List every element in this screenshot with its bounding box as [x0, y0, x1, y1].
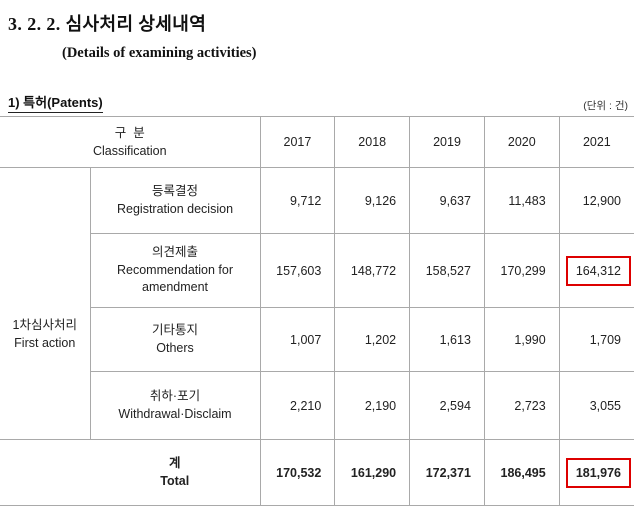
row-label-ko: 기타통지 [152, 322, 199, 337]
year-header-2018: 2018 [334, 116, 411, 168]
row-label-en: Withdrawal·Disclaim [118, 406, 232, 421]
total-value-cell-highlighted: 181,976 [558, 439, 634, 506]
unit-label: (단위 : 건) [583, 100, 628, 112]
row-label-en: Others [156, 340, 194, 355]
value-cell: 148,772 [334, 233, 411, 308]
classification-label-en: Classification [92, 144, 167, 158]
highlight-box: 181,976 [565, 457, 631, 488]
value-cell: 1,613 [409, 307, 485, 372]
year-header-2017: 2017 [259, 116, 336, 168]
value-cell: 157,603 [259, 233, 336, 308]
value-cell: 1,709 [558, 307, 634, 372]
total-value-cell: 161,290 [334, 439, 411, 506]
value-cell: 1,202 [334, 307, 411, 372]
value-cell: 1,990 [483, 307, 560, 372]
table-row-others: 기타통지 Others 1,007 1,202 1,613 1,990 1,70… [0, 307, 634, 372]
value-cell: 2,723 [483, 371, 560, 440]
spacer-cell [0, 439, 90, 506]
highlight-box: 164,312 [565, 255, 631, 286]
page-title: 3. 2. 2. 심사처리 상세내역 [8, 14, 207, 34]
row-label: 기타통지 Others [90, 307, 261, 372]
value-cell: 3,055 [558, 371, 634, 440]
group-cell-first-action: 1차심사처리 First action [0, 167, 91, 440]
total-label: 계 Total [90, 439, 261, 506]
section-label: 1) 특허(Patents) [8, 92, 103, 113]
year-header-2019: 2019 [409, 116, 485, 168]
value-cell: 1,007 [259, 307, 336, 372]
value-cell: 9,126 [334, 167, 411, 234]
value-cell: 9,637 [409, 167, 485, 234]
classification-header: 구 분 Classification [0, 116, 261, 168]
total-value-cell: 172,371 [409, 439, 485, 506]
value-cell: 9,712 [259, 167, 336, 234]
value-cell: 11,483 [483, 167, 560, 234]
patents-table: 구 분 Classification 2017 2018 2019 2020 2… [0, 116, 634, 506]
value-cell: 12,900 [558, 167, 634, 234]
table-row-total: 계 Total 170,532 161,290 172,371 186,495 … [0, 439, 634, 506]
value-cell-highlighted: 164,312 [558, 233, 634, 308]
row-label: 취하·포기 Withdrawal·Disclaim [90, 371, 261, 440]
table-meta: 1) 특허(Patents) (단위 : 건) [8, 92, 628, 113]
page-subtitle: (Details of examining activities) [62, 45, 257, 61]
year-header-2020: 2020 [483, 116, 560, 168]
total-label-en: Total [160, 473, 190, 488]
row-label: 의견제출 Recommendation for amendment [90, 233, 261, 308]
table-row-withdrawal-disclaim: 취하·포기 Withdrawal·Disclaim 2,210 2,190 2,… [0, 371, 634, 440]
value-cell: 2,210 [259, 371, 336, 440]
classification-label-ko: 구 분 [114, 125, 145, 140]
row-label-ko: 취하·포기 [149, 388, 201, 403]
table-row-recommendation-for-amendment: 의견제출 Recommendation for amendment 157,60… [0, 233, 634, 308]
row-label: 등록결정 Registration decision [89, 167, 261, 234]
total-value-cell: 186,495 [483, 439, 560, 506]
table-row-registration-decision: 1차심사처리 First action 등록결정 Registration de… [0, 167, 634, 440]
row-label-ko: 의견제출 [152, 244, 199, 259]
value-cell: 170,299 [483, 233, 560, 308]
value-cell: 2,594 [409, 371, 485, 440]
value-cell: 2,190 [334, 371, 411, 440]
value-cell: 158,527 [409, 233, 485, 308]
document-page: 3. 2. 2. 심사처리 상세내역 (Details of examining… [0, 10, 634, 513]
group-label-ko: 1차심사처리 [12, 317, 77, 332]
row-label-en: Registration decision [116, 201, 234, 216]
total-label-ko: 계 [169, 455, 181, 470]
year-header-2021: 2021 [558, 116, 634, 168]
row-label-ko: 등록결정 [152, 183, 199, 198]
header-row: 구 분 Classification 2017 2018 2019 2020 2… [0, 116, 634, 168]
group-label-en: First action [14, 335, 76, 350]
total-value-cell: 170,532 [259, 439, 336, 506]
row-label-en: Recommendation for amendment [116, 262, 234, 295]
